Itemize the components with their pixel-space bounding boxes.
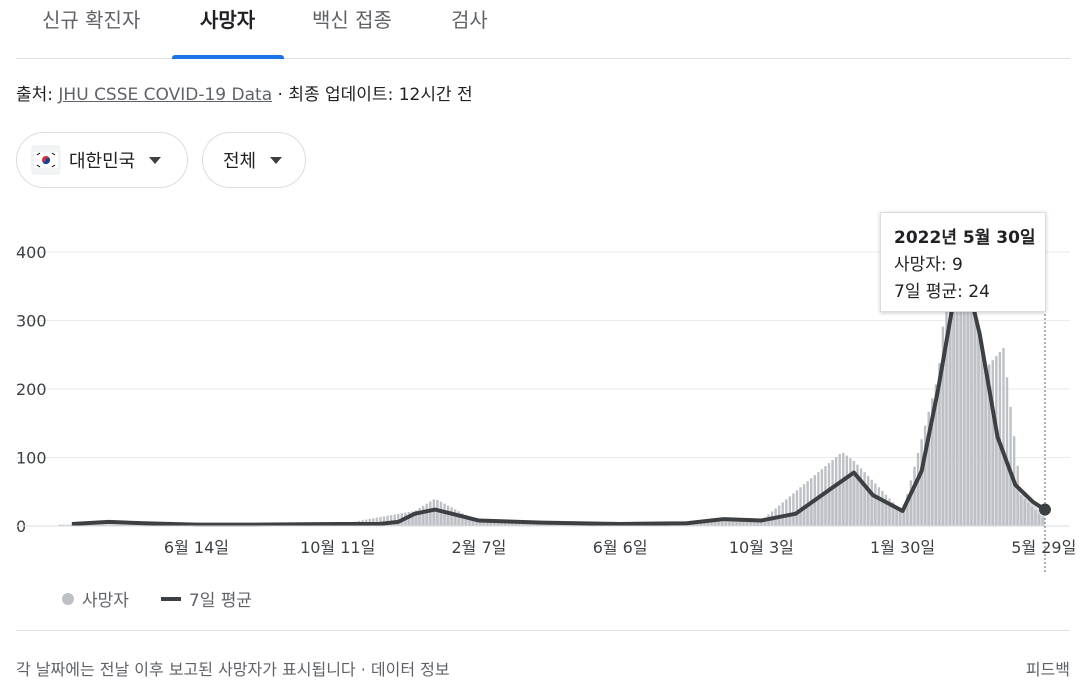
legend-bar-swatch (62, 592, 74, 605)
tab-underline (172, 55, 284, 59)
chart-tooltip: 2022년 5월 30일 사망자: 9 7일 평균: 24 (880, 212, 1046, 312)
x-tick-label: 6월 14일 (164, 538, 229, 557)
tab-vaccination[interactable]: 백신 접종 (312, 0, 422, 58)
y-tick-label: 300 (16, 312, 47, 331)
source-line: 출처: JHU CSSE COVID-19 Data · 최종 업데이트: 12… (16, 80, 473, 105)
average-line (71, 277, 1047, 527)
bar (785, 499, 788, 526)
tab-label: 검사 (451, 8, 488, 32)
bar (375, 517, 379, 526)
tooltip-average: 7일 평균: 24 (894, 282, 990, 302)
bar (389, 515, 393, 526)
tab-testing[interactable]: 검사 (451, 0, 511, 58)
footer-note: 각 날짜에는 전날 이후 보고된 사망자가 표시됩니다 · 데이터 정보 (16, 660, 450, 679)
tab-label: 신규 확진자 (42, 8, 141, 32)
tab-label: 사망자 (200, 8, 256, 32)
x-tick-label: 10월 11일 (300, 538, 375, 557)
tab-label: 백신 접종 (312, 8, 392, 32)
average-area (71, 279, 1045, 526)
source-link[interactable]: JHU CSSE COVID-19 Data (58, 85, 273, 105)
legend-line-label: 7일 평균 (188, 591, 253, 611)
x-tick-label: 2월 7일 (451, 538, 506, 557)
chart-legend: 사망자 7일 평균 (62, 586, 252, 611)
x-tick-label: 6월 6일 (593, 538, 648, 557)
tab-bar: 신규 확진자 사망자 백신 접종 검사 (16, 0, 1070, 59)
chevron-down-icon (149, 156, 162, 164)
scope-dropdown[interactable]: 전체 (202, 132, 306, 188)
source-prefix: 출처: (16, 85, 59, 105)
tooltip-deaths: 사망자: 9 (894, 255, 963, 275)
chevron-down-icon (270, 156, 283, 164)
y-tick-label: 100 (16, 449, 47, 468)
bar (799, 487, 802, 526)
feedback-link[interactable]: 피드백 (1025, 660, 1070, 679)
korea-flag-icon (31, 145, 61, 175)
bar (58, 524, 62, 526)
bar (379, 517, 382, 526)
x-tick-label: 10월 3일 (729, 538, 794, 557)
bar (386, 515, 389, 526)
source-updated: · 최종 업데이트: 12시간 전 (272, 85, 473, 105)
bar (62, 524, 65, 526)
y-tick-label: 400 (16, 243, 47, 262)
bar (1005, 377, 1009, 526)
bar (382, 516, 386, 526)
x-tick-label: 5월 29일 (1011, 538, 1076, 557)
bar (393, 514, 396, 526)
bar (69, 524, 72, 526)
x-tick-label: 1월 30일 (870, 538, 935, 557)
hover-point (1039, 503, 1051, 516)
legend-line-swatch (160, 596, 181, 601)
country-label: 대한민국 (69, 151, 136, 172)
bar (802, 484, 806, 526)
bar (788, 496, 792, 526)
scope-label: 전체 (223, 151, 257, 172)
bar (795, 490, 799, 526)
bar (781, 502, 784, 526)
tab-deaths[interactable]: 사망자 (172, 0, 284, 59)
legend-bars-label: 사망자 (82, 591, 129, 611)
bar (65, 524, 69, 526)
bar (792, 493, 795, 526)
tooltip-date: 2022년 5월 30일 (894, 228, 1036, 248)
y-tick-label: 200 (16, 380, 47, 399)
bar (1002, 347, 1005, 526)
country-dropdown[interactable]: 대한민국 (16, 132, 188, 188)
divider (16, 630, 1070, 631)
tab-new-cases[interactable]: 신규 확진자 (42, 0, 182, 58)
